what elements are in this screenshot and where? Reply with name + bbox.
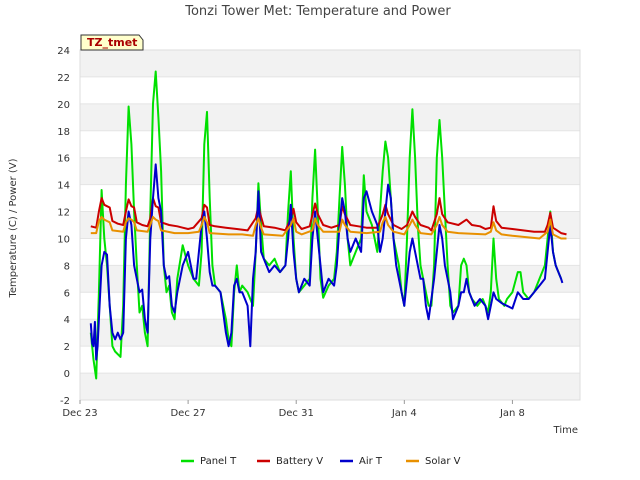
grid-band [80,157,580,185]
y-tick-label: 22 [57,73,70,84]
grid-band [80,373,580,400]
y-tick-label: -2 [60,396,70,407]
y-tick-label: 2 [64,342,70,353]
grid-band [80,103,580,131]
station-badge: TZ_tmet [80,34,144,51]
x-tick-label: Jan 8 [499,408,525,419]
grid-bands [80,49,580,401]
y-tick-label: 12 [57,208,70,219]
legend: Panel T Battery V Air T Solar V [181,456,461,467]
y-tick-label: 0 [64,369,70,380]
y-tick-label: 8 [64,261,70,272]
grid-band [80,319,580,347]
y-tick-label: 20 [57,100,70,111]
plot-frame [79,49,581,401]
series-lines [89,70,567,380]
x-tick-label: Dec 31 [279,408,314,419]
y-tick-label: 16 [57,154,70,165]
series-line-solar-v [90,215,567,240]
x-axis-label: Time [553,425,578,436]
legend-label-panel-t: Panel T [200,456,237,467]
y-tick-label: 24 [57,46,70,57]
y-tick-label: 14 [57,181,70,192]
x-tick-label: Dec 27 [170,408,205,419]
badge-box [80,34,144,51]
legend-label-battery-v: Battery V [276,456,323,467]
chart-title: Tonzi Tower Met: Temperature and Power [184,4,451,19]
legend-label-solar-v: Solar V [425,456,461,467]
y-tick-label: 6 [64,288,70,299]
legend-label-air-t: Air T [359,456,383,467]
y-tick-label: 4 [64,315,70,326]
badge-label: TZ_tmet [87,36,137,49]
y-tick-label: 18 [57,127,70,138]
x-tick-label: Jan 4 [391,408,417,419]
y-tick-label: 10 [57,234,70,245]
grid-band [80,265,580,293]
x-axis: Dec 23 Dec 27 Dec 31 Jan 4 Jan 8 [62,400,525,419]
series-line-battery-v [90,197,567,236]
x-tick-label: Dec 23 [62,408,97,419]
y-axis-label: Temperature (C) / Power (V) [8,158,19,298]
grid-band [80,50,580,77]
